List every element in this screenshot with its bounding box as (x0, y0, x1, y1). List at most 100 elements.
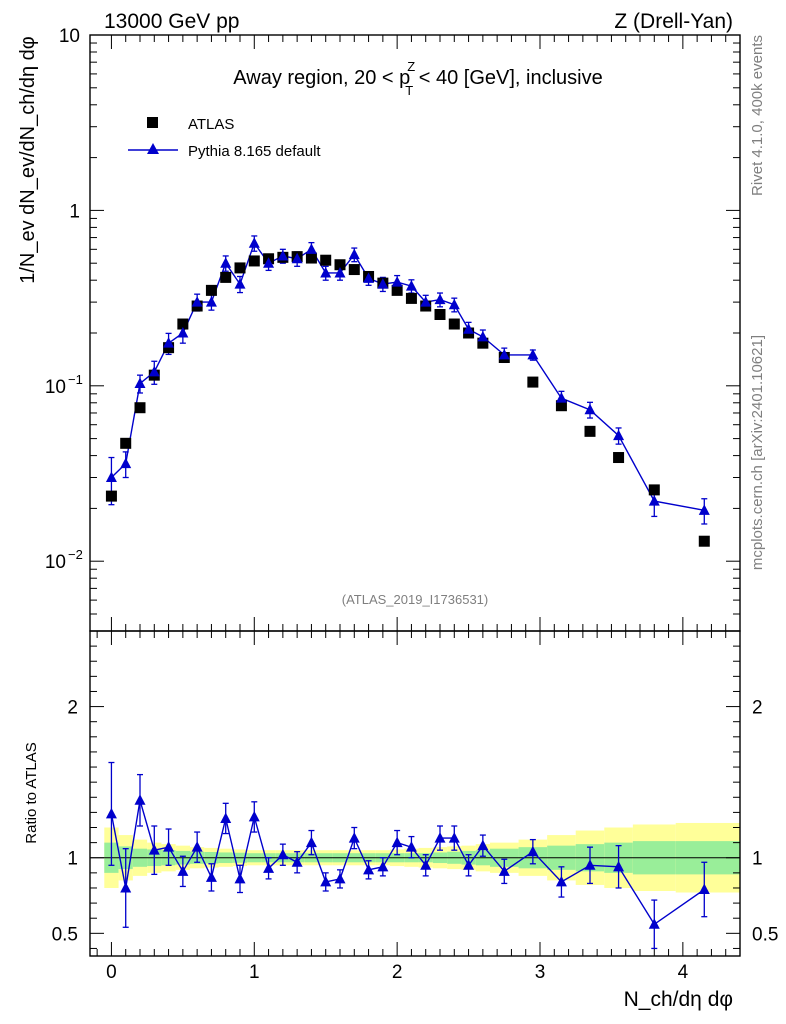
ratio-mc-point (205, 871, 217, 882)
y-tick-exponent: −2 (68, 547, 83, 562)
y-tick-label: 1 (69, 201, 80, 222)
title-main: Away region, 20 < p (233, 67, 410, 89)
data-point (320, 254, 332, 266)
legend-data-marker (147, 117, 158, 128)
x-tick-label: 0 (106, 962, 117, 983)
mc-point (277, 249, 289, 261)
ratio-mc-point (477, 839, 489, 851)
ratio-y-tick-label-right: 1 (752, 849, 763, 870)
ratio-mc-point (120, 881, 132, 893)
ratio-mc-point (613, 860, 625, 872)
data-point (120, 437, 132, 449)
data-point (405, 292, 417, 304)
mc-point (391, 276, 403, 287)
mc-point (434, 293, 446, 305)
ratio-mc-point (220, 812, 232, 823)
analysis-tag: (ATLAS_2019_I1736531) (342, 592, 488, 607)
mc-point (527, 348, 539, 360)
header-process: Z (Drell-Yan) (614, 10, 733, 33)
ratio-mc-point (420, 859, 432, 870)
data-point (648, 484, 660, 496)
mc-point (477, 330, 489, 342)
y-tick-label: 10 (45, 552, 66, 573)
ratio-mc-point (191, 841, 203, 852)
ratio-mc-line (110, 800, 705, 926)
ratio-mc-point (234, 872, 246, 884)
ratio-mc-point (405, 841, 417, 852)
ratio-mc-point (105, 807, 117, 819)
ratio-mc-point (448, 832, 460, 843)
mc-point (134, 377, 146, 389)
data-point (134, 402, 146, 414)
mc-point (448, 298, 460, 310)
mc-point (584, 403, 596, 415)
x-tick-label: 1 (249, 962, 260, 983)
ratio-mc-point (363, 863, 375, 875)
ratio-y-tick-label-left: 2 (67, 698, 78, 719)
x-tick-label: 3 (535, 962, 546, 983)
ratio-y-tick-label-left: 1 (67, 849, 78, 870)
ratio-mc-point (277, 848, 289, 860)
data-point (348, 264, 360, 276)
main-data-layer (105, 235, 710, 547)
y-tick-label: 10 (59, 26, 80, 47)
ratio-mc-point (134, 794, 146, 805)
x-axis-label: N_ch/dη dφ (624, 988, 733, 1011)
ratio-mc-point (291, 856, 303, 867)
ratio-frame (89, 630, 741, 957)
ratio-mc-point (334, 872, 346, 884)
data-point (391, 284, 403, 296)
data-point (477, 337, 489, 349)
legend-mc-marker (147, 143, 159, 154)
mc-point (105, 471, 117, 483)
mc-point (377, 278, 389, 289)
mc-point (305, 243, 317, 254)
main-title: Away region, 20 < pZ T < 40 [GeV], inclus… (233, 59, 602, 98)
mc-point (148, 365, 160, 377)
mc-point (698, 504, 710, 515)
mc-point (205, 296, 217, 307)
title-tail: < 40 [GeV], inclusive (413, 67, 603, 89)
mc-point (555, 392, 567, 403)
ratio-mc-point (377, 860, 389, 872)
ratio-mc-point (584, 859, 596, 870)
ratio-mc-point (305, 836, 317, 848)
legend-mc-label: Pythia 8.165 default (188, 143, 321, 160)
legend-data-label: ATLAS (188, 116, 234, 133)
ratio-y-tick-label-right: 2 (752, 698, 763, 719)
data-point (448, 318, 460, 330)
ratio-mc-point (527, 845, 539, 857)
ratio-mc-point (148, 844, 160, 855)
data-point (584, 425, 596, 437)
ratio-mc-point (248, 810, 260, 822)
x-tick-label: 4 (678, 962, 689, 983)
title-superscript: Z (407, 59, 415, 74)
data-point (105, 490, 117, 502)
title-subscript: T (405, 83, 413, 98)
ratio-mc-point (320, 875, 332, 887)
header-energy: 13000 GeV pp (104, 10, 239, 33)
mc-point (234, 278, 246, 289)
mc-point (363, 272, 375, 283)
mc-point (220, 257, 232, 268)
mc-point (613, 429, 625, 441)
data-point (334, 259, 346, 271)
data-point (205, 284, 217, 296)
mc-point (648, 495, 660, 506)
mc-point (405, 280, 417, 291)
data-point (613, 452, 625, 464)
ratio-mc-point (177, 865, 189, 876)
mc-point (263, 257, 275, 268)
data-point (177, 318, 189, 330)
ratio-y-tick-label-left: 0.5 (52, 924, 78, 945)
site-label: mcplots.cern.ch [arXiv:2401.10621] (749, 335, 766, 570)
ratio-y-tick-label-right: 0.5 (752, 924, 778, 945)
mc-point (120, 457, 132, 469)
ratio-mc-point (698, 883, 710, 894)
main-y-axis-label: 1/N_ev dN_ev/dN_ch/dη dφ (17, 36, 39, 284)
data-point (234, 262, 246, 274)
mc-point (248, 237, 260, 248)
